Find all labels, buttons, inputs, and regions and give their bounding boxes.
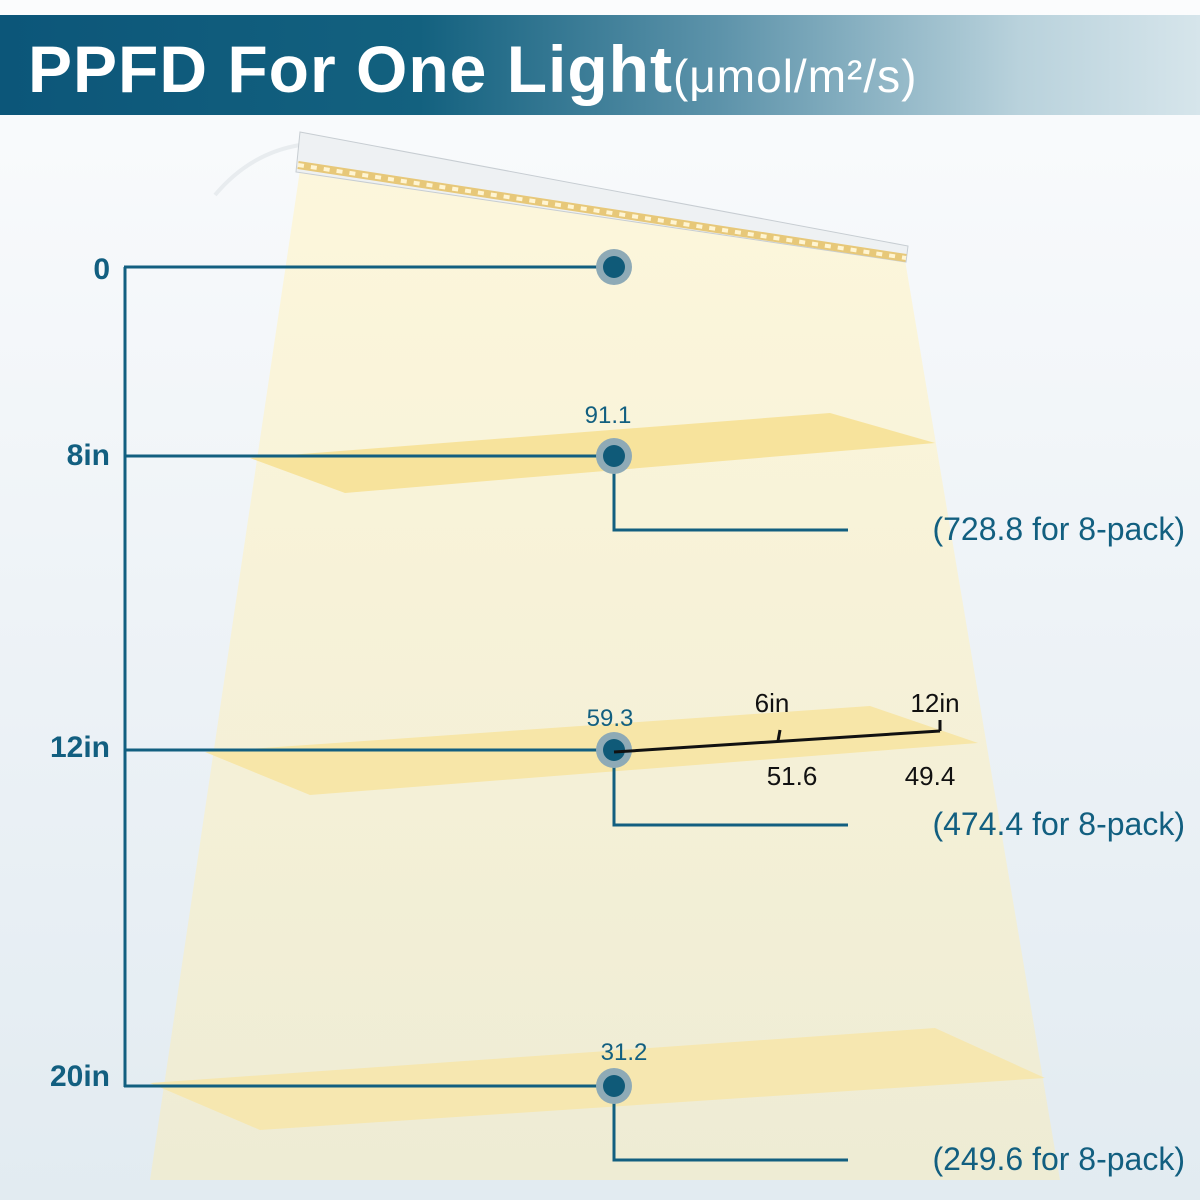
ppfd-value-12in: 59.3	[587, 705, 634, 732]
measure-point-1	[603, 445, 625, 467]
measure-point-2	[603, 739, 625, 761]
title-text: PPFD For One Light	[28, 32, 673, 106]
offset-value-6in: 51.6	[767, 761, 818, 791]
offset-label-12in: 12in	[910, 688, 959, 718]
ppfd-value-20in: 31.2	[601, 1039, 648, 1066]
pack-value-20in: (249.6 for 8-pack)	[932, 1141, 1185, 1177]
pack-connector-2	[612, 750, 848, 827]
title-banner: PPFD For One Light(μmol/m²/s)	[0, 15, 1200, 115]
pack-value-8in: (728.8 for 8-pack)	[932, 511, 1185, 547]
pack-value-12in: (474.4 for 8-pack)	[932, 806, 1185, 842]
height-label-0: 0	[93, 253, 110, 286]
beam-8in	[250, 413, 935, 493]
led-light-bar	[213, 131, 909, 263]
offset-value-12in: 49.4	[905, 761, 956, 791]
offset-ruler: 6in 12in 51.6 49.4	[613, 688, 960, 791]
height-label-20in: 20in	[50, 1060, 110, 1093]
measure-point-3	[603, 1075, 625, 1097]
pack-connector-1	[612, 456, 848, 532]
light-cone	[150, 170, 1060, 1180]
page-title: PPFD For One Light(μmol/m²/s)	[28, 31, 917, 107]
title-unit: (μmol/m²/s)	[672, 50, 918, 102]
measurement-lines	[123, 249, 848, 1162]
pack-connector-3	[612, 1086, 848, 1162]
height-label-8in: 8in	[67, 439, 110, 472]
height-label-12in: 12in	[50, 731, 110, 764]
ppfd-value-8in: 91.1	[585, 402, 632, 429]
offset-label-6in: 6in	[755, 688, 790, 718]
measure-point-0	[603, 256, 625, 278]
